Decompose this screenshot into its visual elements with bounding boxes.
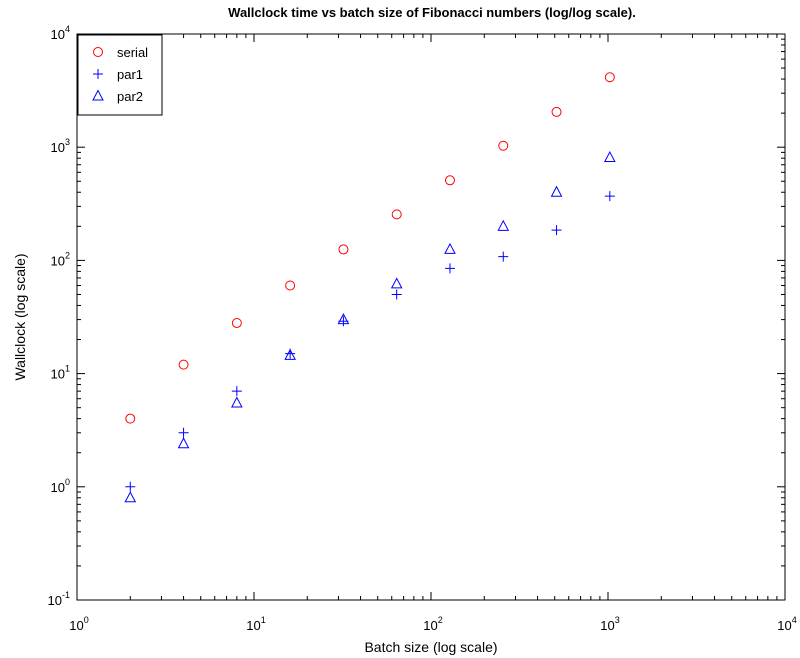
par2-point [390,277,403,289]
par2-point [497,219,510,231]
serial-point [338,244,349,255]
par1-point [391,289,402,300]
par1-point [444,263,455,274]
legend-marker-par2 [92,89,104,101]
serial-point [285,280,296,291]
data-points [124,72,616,503]
par1-point [125,481,136,492]
par1-point [231,386,242,397]
par2-point [177,437,190,449]
serial-point [604,72,615,83]
legend-box [77,34,163,116]
y-tick-label: 104 [51,24,70,42]
serial-point [178,359,189,370]
x-tick-label: 100 [69,615,88,633]
y-tick-label: 102 [51,250,70,268]
chart-title: Wallclock time vs batch size of Fibonacc… [228,5,636,20]
y-tick-label: 100 [51,477,70,495]
legend-label-par2: par2 [117,89,143,104]
x-tick-labels: 100 101 102 103 104 [69,615,796,633]
par2-point [284,348,296,360]
par1-point [551,225,562,236]
y-tick-label: 101 [51,364,70,382]
serial-point [498,140,509,151]
par2-point [444,242,456,254]
x-tick-label: 103 [600,615,619,633]
par1-point [178,427,189,438]
par2-point [337,313,350,325]
par2-point [231,396,243,408]
serial-point [391,209,402,220]
serial-point [551,106,562,117]
serial-point [231,317,242,328]
par2-point [550,185,563,197]
x-tick-label: 102 [423,615,442,633]
serial-point [444,175,455,186]
serial-point [125,413,136,424]
y-tick-label: 10-1 [48,590,70,608]
plot-area [76,33,786,601]
x-tick-label: 104 [777,615,796,633]
legend-marker-par1 [93,69,103,79]
y-axis-label: Wallclock (log scale) [12,253,28,380]
series-serial [125,72,615,424]
legend-marker-serial [93,47,103,57]
x-tick-label: 101 [246,615,265,633]
legend: serial par1 par2 [77,34,163,116]
y-tick-label: 103 [51,137,70,155]
par2-point [603,150,616,163]
y-tick-labels: 10-1 100 101 102 103 104 [48,24,70,608]
par1-point [604,191,615,202]
par2-point [124,491,137,503]
x-axis-label: Batch size (log scale) [364,639,497,655]
legend-label-serial: serial [117,45,148,60]
legend-label-par1: par1 [117,67,143,82]
series-par2 [124,150,616,503]
par1-point [498,251,509,262]
